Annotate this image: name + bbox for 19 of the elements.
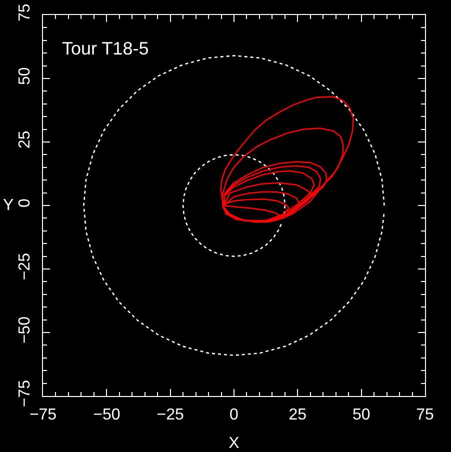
y-tick-label: −50 bbox=[16, 316, 34, 344]
line-series bbox=[220, 96, 354, 223]
x-tick-label: −50 bbox=[93, 406, 120, 424]
line-series bbox=[83, 54, 385, 356]
text: Tour T18-5 bbox=[62, 38, 149, 58]
line-series bbox=[182, 154, 286, 257]
x-tick-label: −75 bbox=[29, 406, 57, 424]
y-tick-label: 50 bbox=[16, 67, 34, 85]
x-tick-label: 25 bbox=[288, 406, 307, 424]
y-tick-label: 0 bbox=[16, 198, 34, 208]
x-tick-label: 50 bbox=[352, 406, 370, 424]
x-tick-label: −25 bbox=[156, 406, 184, 424]
x-tick-label: 0 bbox=[230, 406, 239, 424]
x-axis-title: X bbox=[228, 435, 240, 452]
x-tick-label: 75 bbox=[416, 406, 434, 424]
y-tick-label: 25 bbox=[16, 130, 34, 148]
y-tick-label: 75 bbox=[16, 4, 34, 22]
y-tick-label: −25 bbox=[16, 252, 34, 280]
y-axis-title: Y bbox=[3, 197, 14, 214]
